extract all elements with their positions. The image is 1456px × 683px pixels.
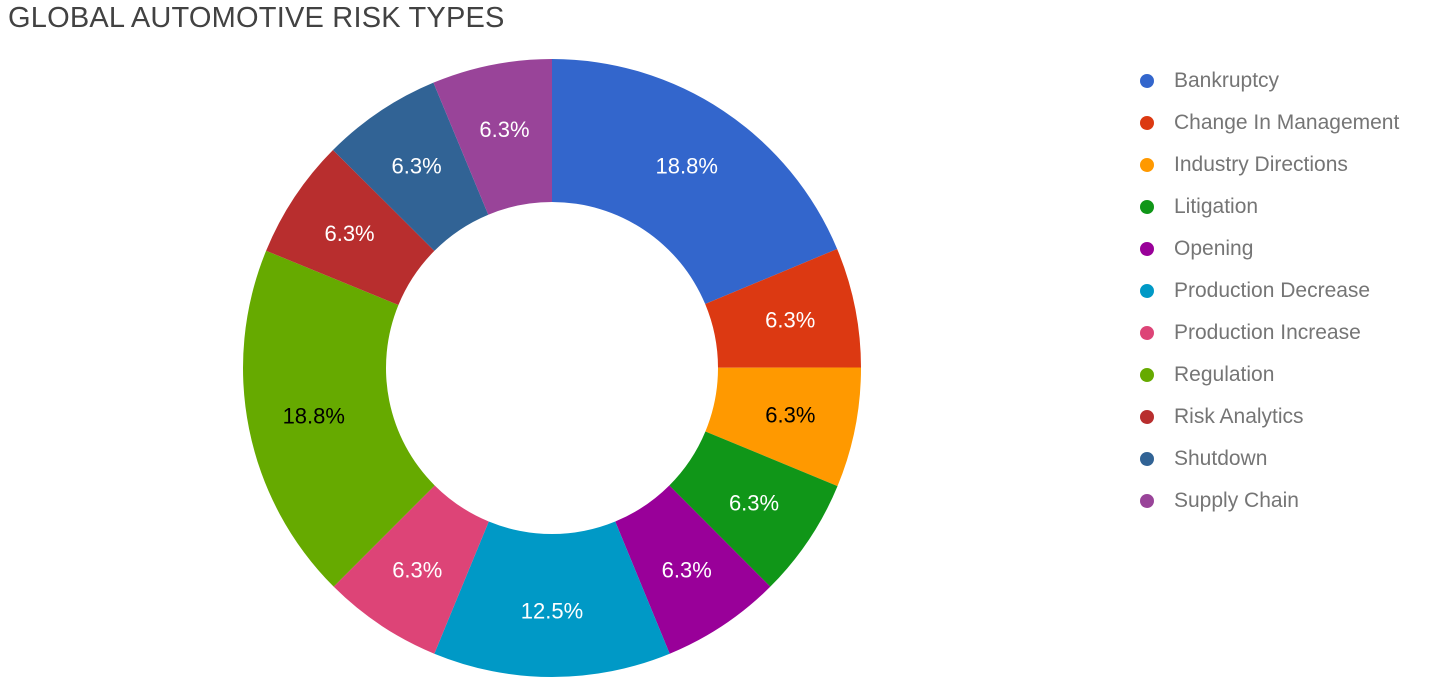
legend-color-dot-icon — [1140, 326, 1154, 340]
legend-item-risk-analytics[interactable]: Risk Analytics — [1140, 396, 1399, 438]
slice-percent-label: 18.8% — [283, 403, 345, 428]
legend-label: Industry Directions — [1174, 153, 1348, 176]
pie-slice-litigation[interactable] — [669, 431, 838, 587]
slice-percent-label: 6.3% — [662, 558, 712, 583]
pie-slice-bankruptcy[interactable] — [552, 59, 838, 305]
chart-title: GLOBAL AUTOMOTIVE RISK TYPES — [8, 2, 505, 34]
slice-percent-label: 6.3% — [324, 221, 374, 246]
slice-percent-label: 6.3% — [479, 117, 529, 142]
pie-slice-industry-directions[interactable] — [705, 367, 862, 487]
legend-item-industry-directions[interactable]: Industry Directions — [1140, 144, 1399, 186]
slice-percent-label: 6.3% — [765, 308, 815, 333]
slice-percent-label: 6.3% — [729, 491, 779, 516]
pie-slice-regulation[interactable] — [243, 250, 435, 587]
legend-item-opening[interactable]: Opening — [1140, 228, 1399, 270]
legend-item-regulation[interactable]: Regulation — [1140, 354, 1399, 396]
slice-percent-label: 12.5% — [521, 599, 583, 624]
legend-color-dot-icon — [1140, 284, 1154, 298]
legend-item-production-increase[interactable]: Production Increase — [1140, 312, 1399, 354]
legend-color-dot-icon — [1140, 410, 1154, 424]
legend-color-dot-icon — [1140, 158, 1154, 172]
legend-item-shutdown[interactable]: Shutdown — [1140, 438, 1399, 480]
pie-slice-opening[interactable] — [615, 485, 771, 654]
legend-item-bankruptcy[interactable]: Bankruptcy — [1140, 60, 1399, 102]
legend-label: Shutdown — [1174, 447, 1268, 470]
legend-label: Risk Analytics — [1174, 405, 1304, 428]
chart-legend: Bankruptcy Change In Management Industry D… — [1140, 60, 1399, 522]
slice-percent-label: 6.3% — [765, 403, 815, 428]
legend-label: Production Decrease — [1174, 279, 1371, 302]
legend-color-dot-icon — [1140, 368, 1154, 382]
legend-label: Change In Management — [1174, 111, 1400, 134]
legend-color-dot-icon — [1140, 116, 1154, 130]
pie-slice-risk-analytics[interactable] — [266, 150, 435, 306]
pie-slice-production-increase[interactable] — [333, 485, 489, 654]
pie-slice-change-in-management[interactable] — [705, 248, 861, 368]
pie-slice-shutdown[interactable] — [332, 82, 489, 251]
slice-percent-label: 6.3% — [392, 154, 442, 179]
legend-label: Bankruptcy — [1174, 69, 1280, 92]
legend-item-change-in-management[interactable]: Change In Management — [1140, 102, 1399, 144]
slice-percent-label: 18.8% — [656, 153, 718, 178]
legend-color-dot-icon — [1140, 242, 1154, 256]
pie-slice-supply-chain[interactable] — [433, 59, 552, 215]
legend-label: Opening — [1174, 237, 1254, 260]
legend-label: Regulation — [1174, 363, 1275, 386]
legend-label: Supply Chain — [1174, 489, 1299, 512]
legend-color-dot-icon — [1140, 74, 1154, 88]
legend-item-supply-chain[interactable]: Supply Chain — [1140, 480, 1399, 522]
legend-color-dot-icon — [1140, 452, 1154, 466]
legend-color-dot-icon — [1140, 200, 1154, 214]
legend-label: Litigation — [1174, 195, 1259, 218]
legend-label: Production Increase — [1174, 321, 1361, 344]
slice-percent-label: 6.3% — [392, 558, 442, 583]
legend-item-production-decrease[interactable]: Production Decrease — [1140, 270, 1399, 312]
legend-color-dot-icon — [1140, 494, 1154, 508]
pie-slice-production-decrease[interactable] — [434, 521, 670, 678]
legend-item-litigation[interactable]: Litigation — [1140, 186, 1399, 228]
